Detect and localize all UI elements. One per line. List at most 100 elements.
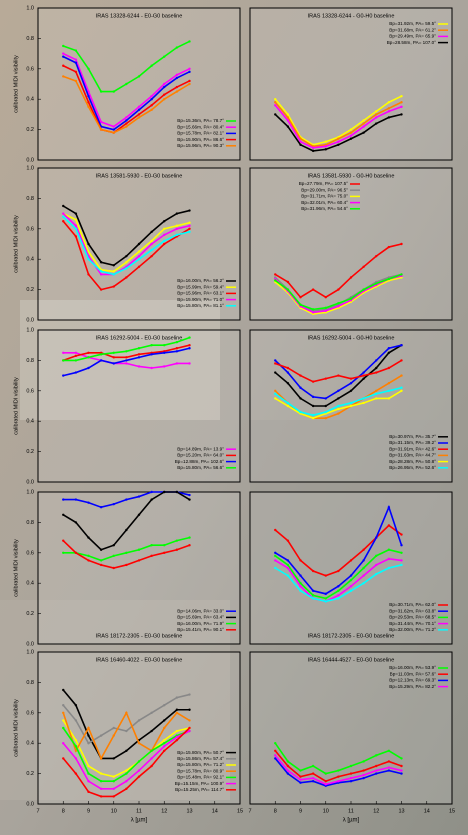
data-point [362,760,365,763]
data-point [188,347,191,350]
data-point [188,498,191,501]
data-point [274,559,277,562]
y-tick-label: 0.8 [26,358,34,364]
data-point [175,212,179,215]
data-point [163,544,166,547]
panel-title: IRAS 13328-6244 - E0-G0 baseline [96,13,183,19]
x-tick-label: 12 [373,808,379,814]
data-point [175,548,179,551]
data-point [274,749,277,752]
data-point [99,559,103,562]
data-point [362,377,365,380]
data-point [87,726,90,730]
data-point [324,592,327,596]
panel-title: IRAS 16460-4022 - E0-G0 baseline [96,657,183,663]
data-point [74,70,78,74]
data-point [337,404,340,408]
data-point [324,600,327,603]
data-point [137,254,141,258]
data-point [337,407,340,411]
data-point [125,711,128,714]
data-point [349,589,353,592]
data-point [188,70,191,74]
data-point [99,780,103,783]
data-point [99,506,103,509]
data-point [311,764,315,768]
data-point [299,775,302,778]
data-point [188,336,191,339]
data-point [299,559,302,562]
data-point [125,350,128,353]
data-point [324,377,327,380]
data-point [311,569,315,573]
data-point [311,780,315,783]
data-point [362,374,365,377]
data-point [137,742,141,745]
data-point [163,242,166,246]
x-tick-label: 13 [186,808,192,814]
data-point [337,389,340,392]
data-point [299,778,302,781]
legend-label: Bp=31.63m, PA= 44.7° [389,453,436,458]
data-point [362,122,365,125]
data-point [175,233,179,237]
data-point [311,404,315,408]
data-point [87,242,90,246]
data-point [274,392,277,396]
data-point [163,220,166,223]
data-point [299,589,302,592]
data-point [125,116,128,119]
data-point [112,125,115,128]
data-point [286,371,290,374]
data-point [99,548,103,551]
data-point [349,585,353,588]
data-point [299,410,302,414]
data-point [163,719,166,722]
data-point [112,90,115,93]
data-point [387,397,391,400]
x-tick-label: 12 [161,808,167,814]
data-point [286,539,290,542]
legend-label: Bp=16.00m, PA= 53.9° [389,665,436,670]
data-point [311,311,315,314]
y-tick-label: 1.0 [26,327,34,333]
data-point [137,769,141,772]
data-point [150,366,153,370]
data-point [188,227,191,230]
data-point [337,585,340,588]
legend-label: Bp=32.00m, PA= 71.2° [389,627,436,632]
data-point [112,566,115,570]
data-point [400,105,403,109]
data-point [299,303,302,306]
data-point [175,350,179,353]
data-point [163,93,166,96]
legend-label: Bp=28.28m, PA= 50.8° [389,459,436,464]
plot-area [37,651,241,805]
data-point [188,362,191,365]
data-point [87,90,90,93]
data-point [400,533,403,536]
data-point [150,554,153,558]
legend-label: Bp=28.58m, PA= 107.0° [387,40,436,45]
data-point [74,351,78,354]
data-point [125,780,128,783]
data-point [163,745,166,748]
data-point [137,559,141,562]
data-point [112,351,115,354]
data-point [99,261,103,264]
data-point [112,780,115,783]
x-tick-label: 15 [449,808,455,814]
data-point [324,306,327,310]
data-point [286,566,290,570]
data-point [188,221,191,224]
data-point [125,359,128,362]
y-tick-label: 0.0 [26,317,34,323]
data-point [311,395,315,399]
y-tick-label: 0.6 [26,710,34,716]
data-point [400,94,403,98]
x-tick-label: 9 [299,808,302,814]
data-point [324,397,327,400]
data-point [375,572,378,576]
data-point [150,230,153,234]
data-point [188,344,191,347]
